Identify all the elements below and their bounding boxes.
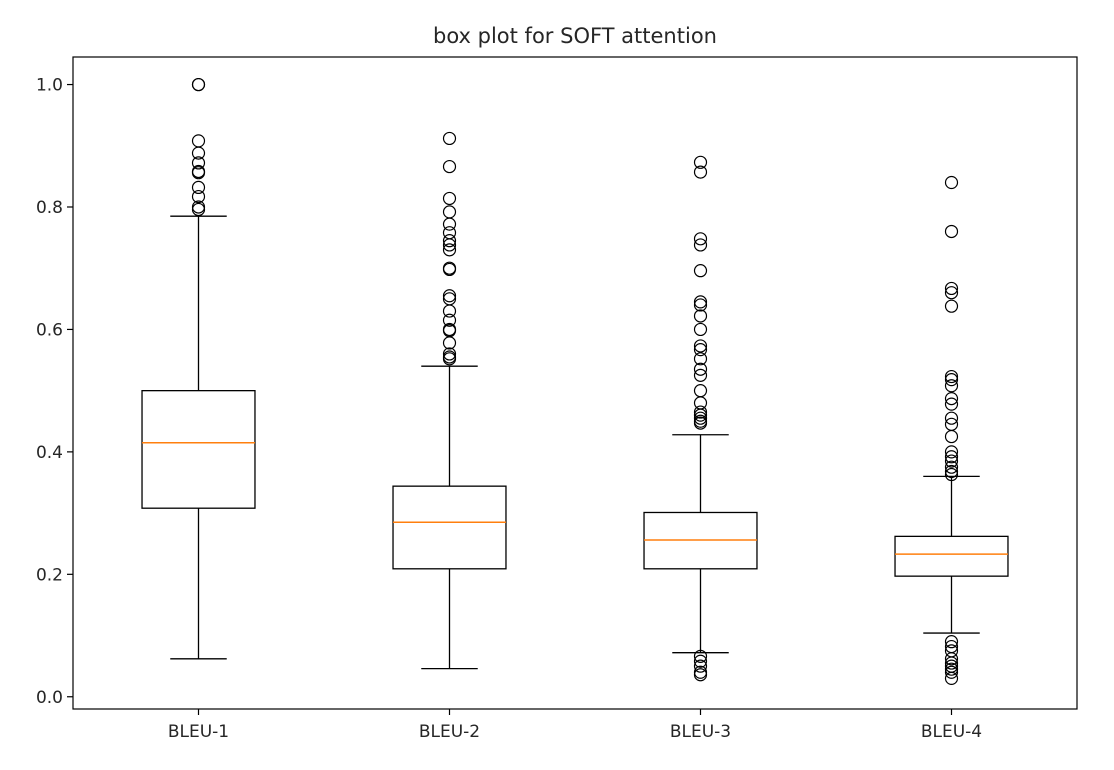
box-iqr <box>894 535 1009 577</box>
outlier-point <box>693 362 708 376</box>
outlier-point <box>693 264 708 278</box>
outlier-point <box>944 635 959 649</box>
box-iqr <box>141 390 256 509</box>
outlier-point <box>442 159 457 174</box>
outlier-point <box>693 298 708 312</box>
x-tick-label: BLEU-4 <box>921 722 982 742</box>
outlier-point <box>944 369 959 384</box>
outlier-point <box>693 352 708 366</box>
outlier-point <box>693 405 708 419</box>
outlier-point <box>693 384 708 398</box>
outlier-point <box>944 656 959 670</box>
x-tick-label: BLEU-2 <box>419 722 480 742</box>
y-tick-label: 0.4 <box>36 443 63 463</box>
outlier-point <box>693 309 708 323</box>
outlier-point <box>944 299 959 313</box>
outlier-point <box>693 339 708 353</box>
x-tick-label: BLEU-3 <box>670 722 731 742</box>
outlier-point <box>693 232 708 246</box>
axes-frame <box>72 56 1078 710</box>
y-tick-label: 0.0 <box>36 688 63 708</box>
box-group <box>141 77 256 660</box>
outlier-point <box>442 217 457 231</box>
outlier-point <box>191 77 206 92</box>
outlier-point <box>944 467 959 482</box>
outlier-point <box>693 654 708 668</box>
outlier-point <box>944 429 959 444</box>
outlier-point <box>191 166 206 180</box>
box-group <box>392 131 507 670</box>
outlier-point <box>191 156 206 170</box>
outlier-point <box>944 411 959 425</box>
outlier-point <box>944 450 959 464</box>
box-group <box>643 155 758 682</box>
outlier-point <box>191 180 206 194</box>
outlier-point <box>442 304 457 318</box>
outlier-point <box>944 175 959 190</box>
outlier-point <box>442 205 457 219</box>
outlier-point <box>442 262 457 277</box>
outlier-point <box>944 373 959 387</box>
plot-area <box>141 77 1009 685</box>
outlier-point <box>944 397 959 411</box>
outlier-point <box>191 146 206 160</box>
box-iqr <box>392 485 507 570</box>
outlier-point <box>442 313 457 327</box>
y-tick-label: 0.2 <box>36 565 63 585</box>
outlier-point <box>693 155 708 169</box>
outlier-point <box>693 295 708 309</box>
x-tick-label: BLEU-1 <box>168 722 229 742</box>
outlier-point <box>944 460 959 474</box>
y-tick-label: 0.8 <box>36 198 63 218</box>
box-group <box>894 175 1009 685</box>
outlier-point <box>944 281 959 296</box>
outlier-point <box>944 464 959 479</box>
outlier-point <box>944 224 959 239</box>
outlier-point <box>442 131 457 146</box>
outlier-point <box>442 292 457 306</box>
outlier-point <box>442 352 457 366</box>
x-axis: BLEU-1 BLEU-2 BLEU-3 BLEU-4 <box>168 709 982 742</box>
outlier-point <box>693 322 708 337</box>
outlier-point <box>693 238 708 252</box>
y-tick-label: 1.0 <box>36 76 63 96</box>
outlier-point <box>442 238 457 252</box>
outlier-point <box>693 411 708 425</box>
y-axis: 0.0 0.2 0.4 0.6 0.8 1.0 <box>36 76 73 708</box>
outlier-point <box>693 165 708 179</box>
outlier-point <box>191 202 206 217</box>
outlier-point <box>693 659 708 673</box>
outlier-point <box>442 336 457 350</box>
outlier-point <box>442 289 457 303</box>
outlier-point <box>944 671 959 685</box>
outlier-point <box>442 347 457 361</box>
outlier-point <box>191 134 206 148</box>
outlier-point <box>442 191 457 206</box>
outlier-point <box>944 286 959 300</box>
outlier-point <box>693 343 708 357</box>
outlier-point <box>693 416 708 430</box>
outlier-point <box>944 445 959 459</box>
outlier-point <box>944 662 959 676</box>
outlier-point <box>944 665 959 679</box>
outlier-point <box>944 652 959 666</box>
outlier-point <box>693 668 708 682</box>
outlier-point <box>944 379 959 393</box>
y-tick-label: 0.6 <box>36 320 63 340</box>
chart-title: box plot for SOFT attention <box>433 24 717 48</box>
outlier-point <box>442 243 457 257</box>
outlier-point <box>693 649 708 663</box>
outlier-point <box>944 454 959 468</box>
outlier-point <box>944 392 959 406</box>
outlier-point <box>693 368 708 382</box>
outlier-point <box>693 408 708 422</box>
outlier-point <box>191 189 206 204</box>
outlier-point <box>442 234 457 248</box>
